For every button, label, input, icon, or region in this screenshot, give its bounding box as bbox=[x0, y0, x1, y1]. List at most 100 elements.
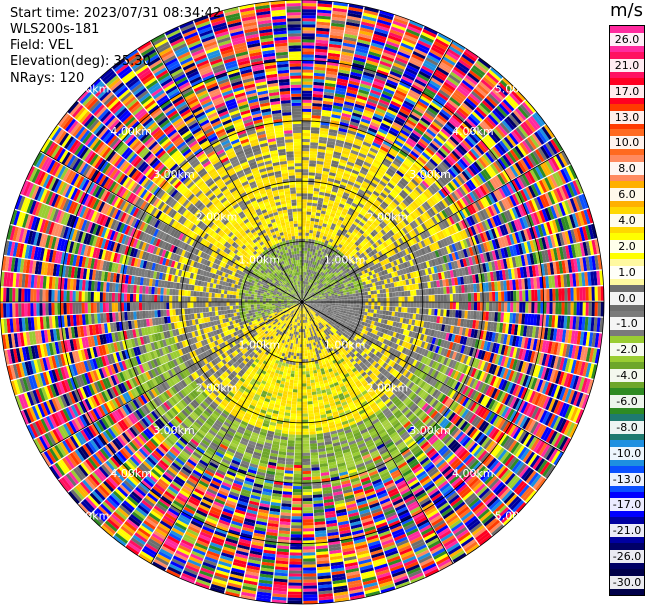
range-gate bbox=[392, 306, 396, 312]
range-gate bbox=[371, 118, 382, 126]
range-gate bbox=[381, 119, 392, 127]
range-gate bbox=[328, 43, 342, 49]
range-gate bbox=[302, 157, 309, 161]
range-gate bbox=[350, 149, 359, 156]
range-gate bbox=[392, 121, 403, 129]
range-gate bbox=[322, 103, 333, 108]
range-gate bbox=[501, 302, 505, 312]
range-gate bbox=[555, 288, 559, 301]
range-gate bbox=[319, 133, 328, 138]
range-gate bbox=[352, 186, 360, 192]
range-gate bbox=[498, 302, 502, 312]
range-gate bbox=[302, 9, 317, 13]
range-gate bbox=[376, 22, 391, 29]
range-gate bbox=[376, 130, 387, 138]
range-gate bbox=[437, 64, 451, 74]
range-gate bbox=[306, 256, 309, 261]
range-gate bbox=[383, 87, 395, 95]
range-gate bbox=[306, 269, 309, 273]
range-gate bbox=[372, 83, 384, 91]
range-gate bbox=[374, 75, 387, 82]
range-gate bbox=[357, 155, 366, 161]
range-gate bbox=[567, 302, 571, 315]
range-gate bbox=[348, 3, 364, 10]
range-gate bbox=[421, 65, 434, 74]
range-gate bbox=[302, 117, 311, 121]
range-gate bbox=[522, 290, 526, 302]
range-gate bbox=[395, 89, 407, 98]
range-gate bbox=[310, 130, 320, 134]
range-gate bbox=[383, 293, 387, 298]
range-gate bbox=[399, 108, 410, 116]
range-gate bbox=[316, 21, 331, 26]
range-gate bbox=[304, 284, 306, 288]
range-gate bbox=[362, 15, 377, 22]
range-gate bbox=[317, 225, 322, 229]
range-gate bbox=[398, 291, 402, 297]
range-gate bbox=[332, 204, 339, 209]
range-gate bbox=[374, 298, 378, 302]
range-gate bbox=[348, 6, 363, 13]
range-gate bbox=[316, 209, 322, 214]
range-gate bbox=[537, 289, 541, 301]
range-gate bbox=[329, 37, 343, 43]
range-gate bbox=[358, 33, 372, 40]
range-gate bbox=[308, 172, 315, 176]
range-gate bbox=[372, 80, 385, 88]
range-gate bbox=[452, 285, 456, 294]
range-gate bbox=[302, 84, 313, 88]
range-gate bbox=[362, 112, 373, 119]
range-gate bbox=[312, 90, 324, 95]
range-gate bbox=[377, 306, 381, 310]
range-gate bbox=[357, 36, 372, 43]
range-gate bbox=[311, 121, 321, 125]
range-gate bbox=[338, 187, 345, 192]
range-gate bbox=[431, 74, 445, 84]
range-gate bbox=[309, 226, 314, 231]
range-gate bbox=[304, 293, 307, 297]
range-gate bbox=[573, 302, 577, 316]
range-gate bbox=[360, 118, 371, 125]
range-gate bbox=[392, 302, 396, 307]
range-gate bbox=[302, 238, 306, 242]
range-gate bbox=[352, 59, 366, 66]
range-gate bbox=[302, 193, 308, 197]
range-gate bbox=[398, 302, 402, 307]
range-gate bbox=[377, 151, 386, 158]
range-gate bbox=[316, 266, 320, 270]
range-gate bbox=[324, 214, 330, 219]
range-gate bbox=[324, 85, 336, 91]
range-gate bbox=[366, 59, 379, 67]
range-gate bbox=[302, 293, 304, 297]
range-gate bbox=[320, 213, 326, 218]
range-gate bbox=[401, 39, 416, 48]
range-gate bbox=[400, 78, 413, 87]
range-gate bbox=[446, 294, 450, 302]
range-gate bbox=[323, 217, 329, 222]
range-gate bbox=[302, 54, 314, 58]
range-gate bbox=[318, 274, 322, 278]
range-gate bbox=[321, 115, 331, 120]
range-gate bbox=[341, 178, 348, 184]
range-gate bbox=[360, 80, 372, 87]
range-gate bbox=[361, 166, 369, 173]
range-gate bbox=[302, 145, 310, 149]
range-gate bbox=[328, 135, 337, 140]
range-gate bbox=[327, 52, 341, 58]
range-gate bbox=[342, 42, 356, 48]
range-gate bbox=[401, 302, 405, 307]
range-gate bbox=[421, 92, 433, 102]
range-gate bbox=[344, 189, 351, 195]
range-gate bbox=[327, 202, 334, 208]
range-gate bbox=[377, 66, 390, 74]
range-gate bbox=[352, 199, 359, 205]
range-gate bbox=[315, 169, 323, 174]
range-gate bbox=[433, 71, 446, 82]
range-gate bbox=[308, 178, 315, 182]
range-gate bbox=[467, 293, 472, 302]
range-gate bbox=[376, 185, 384, 192]
range-gate bbox=[352, 112, 362, 118]
range-gate bbox=[561, 302, 565, 315]
range-gate bbox=[591, 286, 595, 301]
range-gate bbox=[357, 213, 364, 219]
